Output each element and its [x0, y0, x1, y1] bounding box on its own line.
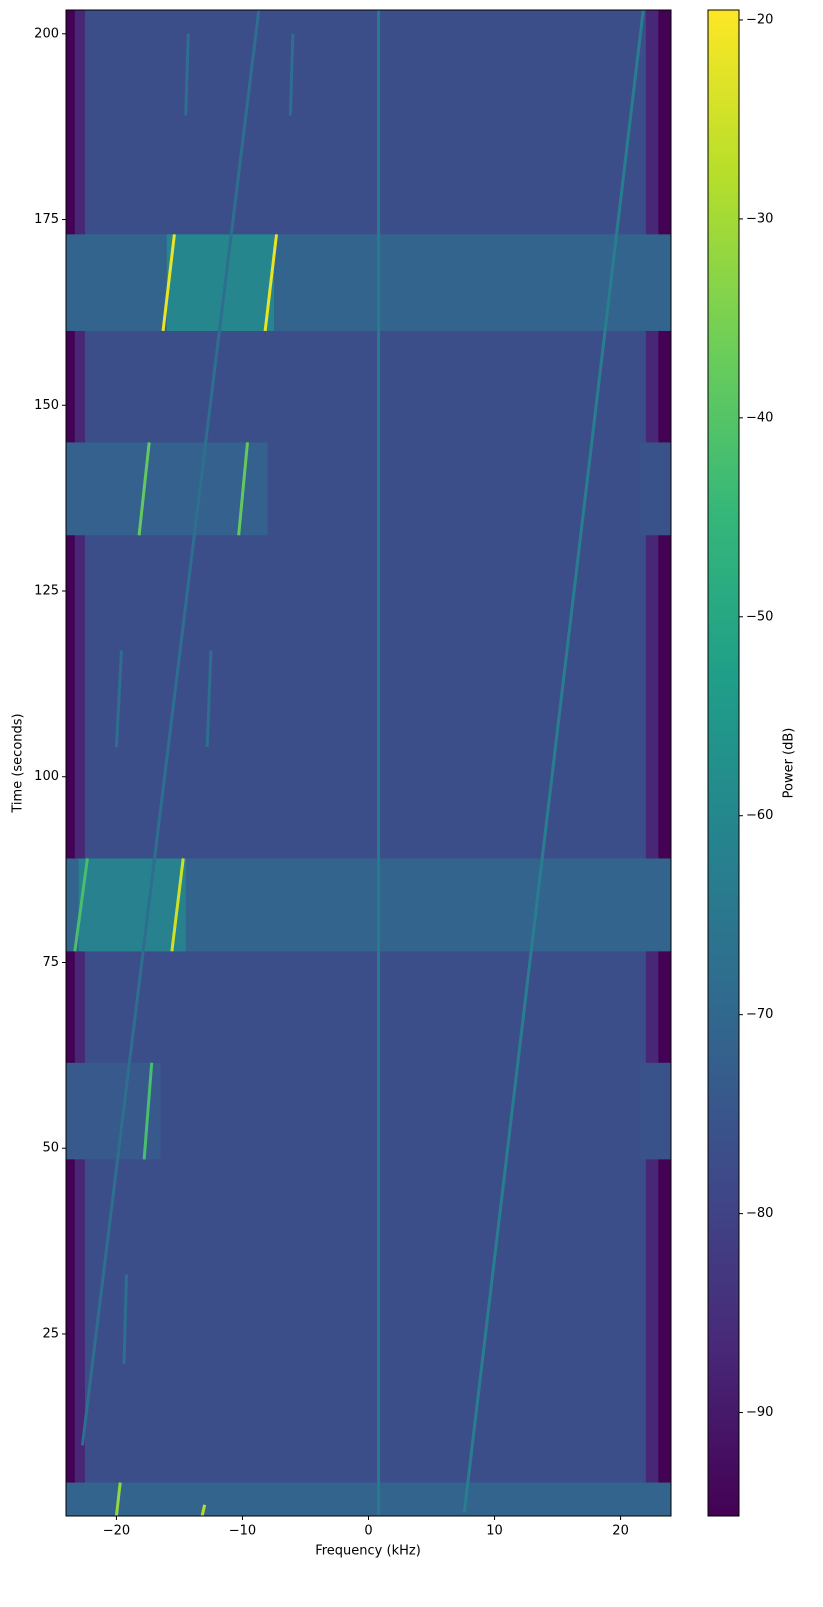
colorbar-tick-label: −80 — [746, 1206, 773, 1221]
power-region — [639, 1062, 671, 1160]
power-region — [78, 858, 186, 952]
x-axis-label: Frequency (kHz) — [315, 1544, 421, 1559]
y-tick-label: 25 — [42, 1326, 59, 1341]
tone-line — [184, 33, 190, 116]
colorbar — [707, 9, 740, 1517]
x-tick-label: 0 — [364, 1524, 372, 1539]
colorbar-tick-label: −90 — [746, 1405, 773, 1420]
tone-line — [80, 10, 261, 1446]
colorbar-tick-label: −50 — [746, 609, 773, 624]
power-region — [639, 442, 671, 536]
colorbar-tick-label: −30 — [746, 211, 773, 226]
tone-line — [237, 442, 249, 536]
tone-line — [462, 10, 645, 1513]
y-tick-label: 75 — [42, 955, 59, 970]
power-region — [66, 442, 268, 536]
y-tick-label: 200 — [34, 26, 59, 41]
x-tick-label: −20 — [103, 1524, 130, 1539]
plot-area — [66, 10, 671, 1516]
tone-line — [137, 442, 151, 536]
tone-line — [142, 1062, 154, 1160]
y-axis-label: Time (seconds) — [11, 713, 26, 813]
tone-line — [161, 234, 176, 332]
power-region — [66, 1482, 671, 1516]
tone-line — [114, 1482, 122, 1516]
y-tick-label: 125 — [34, 584, 59, 599]
colorbar-tick-label: −60 — [746, 808, 773, 823]
tone-line — [200, 1504, 207, 1516]
tone-line — [122, 1274, 128, 1364]
tone-line — [114, 650, 123, 748]
x-tick-label: 20 — [612, 1524, 629, 1539]
y-tick-label: 100 — [34, 769, 59, 784]
tone-line — [73, 858, 89, 952]
tone-line — [205, 650, 213, 748]
colorbar-label: Power (dB) — [782, 728, 797, 799]
y-tick-label: 50 — [42, 1141, 59, 1156]
tone-line — [170, 858, 185, 952]
power-region — [66, 234, 671, 331]
x-tick-label: 10 — [486, 1524, 503, 1539]
colorbar-tick-label: −20 — [746, 12, 773, 27]
y-tick-label: 150 — [34, 398, 59, 413]
x-tick-label: −10 — [229, 1524, 256, 1539]
colorbar-tick-label: −70 — [746, 1007, 773, 1022]
y-tick-label: 175 — [34, 212, 59, 227]
tone-line — [263, 234, 278, 332]
colorbar-tick-label: −40 — [746, 410, 773, 425]
tone-line — [288, 33, 295, 116]
